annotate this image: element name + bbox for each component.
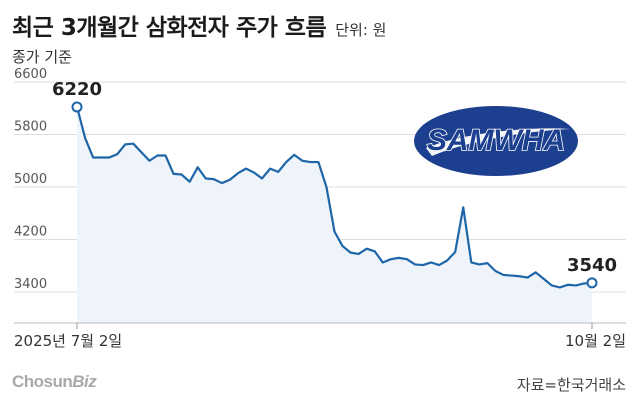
y-tick-label: 5000 bbox=[14, 172, 47, 187]
x-tick-label: 2025년 7월 2일 bbox=[14, 332, 122, 350]
brand-logo: ChosunBiz bbox=[12, 372, 97, 392]
y-tick-label: 5800 bbox=[14, 120, 47, 135]
brand-sub: Biz bbox=[72, 372, 97, 391]
data-label: 6220 bbox=[52, 79, 102, 100]
data-label: 3540 bbox=[567, 255, 617, 276]
y-tick-label: 6600 bbox=[14, 67, 47, 82]
endpoint-marker bbox=[71, 101, 83, 113]
y-tick-label: 4200 bbox=[14, 225, 47, 240]
unit-label: 단위: 원 bbox=[335, 21, 387, 39]
endpoint-marker bbox=[586, 277, 598, 289]
title-row: 최근 3개월간 삼화전자 주가 흐름 단위: 원 bbox=[12, 8, 386, 42]
source-note: 자료=한국거래소 bbox=[516, 376, 626, 394]
samwha-logo: SAMWHA bbox=[414, 106, 578, 176]
brand-main: Chosun bbox=[12, 372, 73, 391]
chart-subtitle: 종가 기준 bbox=[12, 48, 72, 66]
x-tick-label: 10월 2일 bbox=[565, 332, 626, 350]
logo-text: SAMWHA bbox=[427, 124, 565, 157]
price-line bbox=[75, 106, 593, 289]
chart-title: 최근 3개월간 삼화전자 주가 흐름 bbox=[12, 15, 327, 41]
y-tick-label: 3400 bbox=[14, 277, 47, 292]
area-fill bbox=[77, 106, 592, 323]
